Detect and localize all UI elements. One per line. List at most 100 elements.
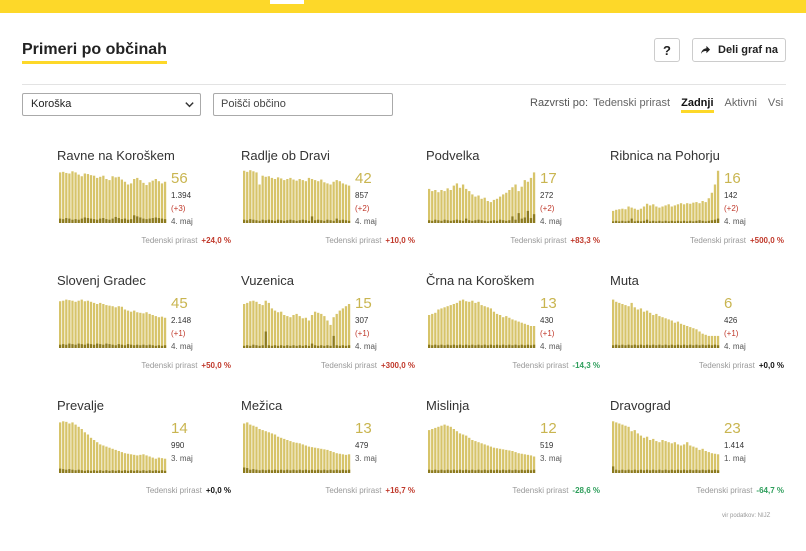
bar-new-cases [526, 344, 530, 348]
bar-new-cases [323, 345, 326, 348]
top-bar [0, 0, 806, 13]
help-button[interactable]: ? [654, 38, 680, 62]
bar [286, 316, 289, 348]
bar [344, 306, 348, 348]
bar-new-cases [437, 345, 440, 348]
top-bar-notch [270, 0, 304, 4]
bar [529, 455, 533, 473]
bar-new-cases [529, 345, 533, 348]
bar [474, 196, 477, 223]
bar [532, 456, 536, 473]
growth-label: Tedenski prirast [141, 236, 198, 245]
municipality-card: Mislinja 12 519 3. maj Tedenski prirast -28,6… [426, 398, 600, 508]
bar [68, 173, 71, 223]
total-cases: 142 [724, 191, 738, 200]
bar-new-cases [304, 345, 307, 348]
municipality-card: Ribnica na Pohorju 16 142 (+2) 4. maj Tedensk… [610, 148, 784, 258]
bar [117, 451, 120, 473]
bar-new-cases [74, 219, 77, 223]
bar-new-cases [283, 345, 286, 348]
bar [443, 424, 446, 473]
bar-new-cases [123, 470, 127, 473]
bar [664, 205, 667, 223]
bar [428, 315, 431, 348]
bar-new-cases [471, 469, 474, 473]
sort-option-latest[interactable]: Zadnji [681, 97, 714, 113]
bar [301, 444, 304, 473]
growth-value: +500,0 % [749, 236, 784, 245]
bar [332, 317, 335, 348]
bar [323, 316, 326, 348]
bar [249, 301, 252, 348]
sort-option-all[interactable]: Vsi [767, 97, 784, 109]
bar [645, 436, 649, 473]
bar-new-cases [511, 216, 514, 223]
bar [673, 205, 676, 223]
bar [649, 312, 652, 348]
bar-new-cases [658, 469, 661, 473]
bar [99, 176, 102, 223]
growth-label: Tedenski prirast [696, 486, 753, 495]
sort-option-growth[interactable]: Tedenski prirast [593, 97, 671, 109]
municipality-card: Dravograd 23 1.414 1. maj Tedenski prirast -6… [610, 398, 784, 508]
bar-new-cases [252, 469, 255, 473]
growth-label: Tedenski prirast [325, 486, 382, 495]
bar [514, 320, 517, 348]
bar [65, 299, 68, 348]
bar-new-cases [68, 218, 71, 223]
bar-new-cases [77, 343, 80, 348]
bar-new-cases [151, 470, 154, 473]
bar-new-cases [283, 470, 286, 473]
bar-chart [243, 300, 351, 348]
bar [526, 454, 530, 473]
last-date: 3. maj [540, 454, 562, 463]
bar [627, 306, 630, 348]
bar [698, 203, 701, 223]
bar [621, 424, 624, 473]
bar [126, 310, 130, 348]
bar-new-cases [667, 345, 670, 348]
active-cases: 16 [724, 170, 741, 187]
bar [458, 187, 462, 223]
region-value: Koroška [31, 98, 72, 110]
bar [465, 435, 468, 473]
sort-option-active[interactable]: Aktivni [724, 97, 757, 109]
bar [689, 327, 692, 348]
bar-new-cases [621, 220, 624, 223]
bar [304, 317, 307, 348]
share-button[interactable]: Deli graf na [692, 38, 786, 62]
bar [276, 177, 280, 223]
bar-new-cases [449, 345, 452, 348]
bar-new-cases [636, 345, 639, 348]
bar-new-cases [347, 345, 351, 348]
bar [108, 305, 111, 348]
daily-delta: (+2) [540, 204, 555, 213]
bar [523, 180, 526, 223]
bar [86, 174, 90, 223]
bar [264, 300, 267, 348]
bar-new-cases [133, 345, 136, 348]
municipality-name: Črna na Koroškem [426, 273, 535, 288]
bar-new-cases [341, 219, 345, 223]
bar-new-cases [655, 470, 658, 473]
bar [523, 323, 526, 348]
bar-new-cases [295, 220, 298, 223]
bar [292, 179, 295, 223]
growth-label: Tedenski prirast [141, 361, 198, 370]
bar [686, 326, 689, 348]
bar-new-cases [655, 345, 658, 348]
bar [105, 446, 108, 473]
region-select[interactable]: Koroška [22, 93, 201, 116]
bar-new-cases [246, 220, 249, 223]
growth-value: +83,3 % [570, 236, 600, 245]
bar-new-cases [261, 345, 264, 348]
bar [455, 431, 459, 473]
bar-new-cases [99, 218, 102, 223]
growth-label: Tedenski prirast [325, 236, 382, 245]
search-input[interactable]: Poišči občino [213, 93, 393, 116]
bar [679, 445, 683, 473]
bar [136, 177, 139, 223]
bar-new-cases [670, 344, 673, 348]
bar [276, 312, 280, 348]
bar-new-cases [120, 470, 123, 473]
